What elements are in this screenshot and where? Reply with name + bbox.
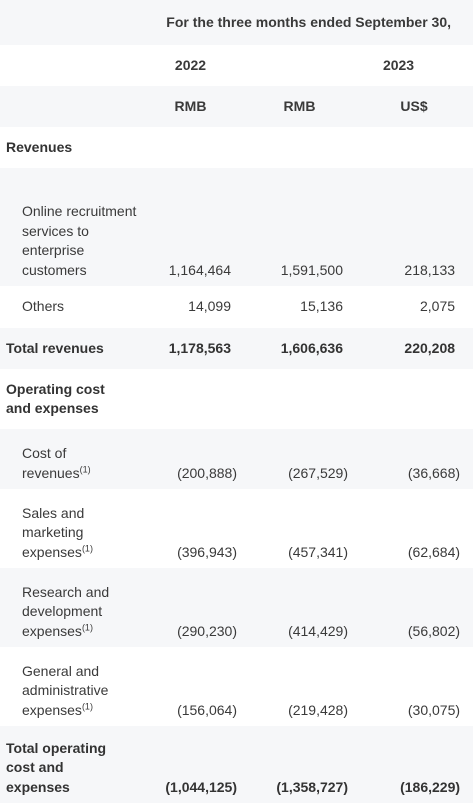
value-2023-rmb: (267,529) [244, 429, 355, 489]
table-row: Cost of revenues(1) (200,888) (267,529) … [0, 429, 473, 489]
value-2023-usd: 2,075 [419, 298, 456, 315]
value-2022: (290,230) [137, 568, 244, 647]
row-label-total-opex: Total operating cost and expenses [6, 739, 107, 795]
total-row: Total revenues 1,178,563 1,606,636 220,2… [0, 328, 473, 369]
value-2023-usd: (62,684) [407, 543, 461, 560]
value-2022: (200,888) [137, 429, 244, 489]
row-label-general-administrative: General and administrative expenses [22, 662, 109, 718]
value-2022: (1,044,125) [137, 726, 244, 803]
value-2023-rmb: (219,428) [288, 701, 348, 718]
row-label-research-development: Research and development expenses [22, 583, 110, 639]
period-header: For the three months ended September 30, [137, 0, 473, 45]
value-2022: 14,099 [188, 298, 231, 315]
section-row-opex: Operating cost and expenses [0, 369, 473, 429]
currency-header-2022: RMB [137, 86, 244, 127]
value-2022: (396,943) [177, 543, 237, 560]
footnote-marker: (1) [81, 700, 93, 711]
table-row: Research and development expenses(1) (29… [0, 568, 473, 647]
value-2023-rmb: (1,358,727) [244, 726, 355, 803]
value-2023-rmb: (414,429) [244, 568, 355, 647]
header-row-period: For the three months ended September 30, [0, 0, 473, 45]
row-label-others: Others [22, 298, 65, 315]
value-2023-rmb: (457,341) [288, 543, 348, 560]
value-2023-usd: (36,668) [355, 429, 473, 489]
value-2022: 1,164,464 [137, 168, 244, 286]
value-2023-rmb: 15,136 [300, 298, 343, 315]
footnote-marker: (1) [81, 621, 93, 632]
row-label-sales-marketing: Sales and marketing expenses [22, 504, 85, 560]
section-row-revenues: Revenues [0, 127, 473, 168]
header-row-years: 2022 2023 [0, 45, 473, 86]
value-2023-usd: (186,229) [355, 726, 473, 803]
value-2023-usd: (56,802) [355, 568, 473, 647]
table-row: General and administrative expenses(1) (… [0, 647, 473, 726]
year-2022-header: 2022 [174, 56, 207, 73]
total-row: Total operating cost and expenses (1,044… [0, 726, 473, 803]
header-row-currencies: RMB RMB US$ [0, 86, 473, 127]
revenues-heading: Revenues [6, 138, 73, 155]
opex-heading: Operating cost and expenses [6, 380, 105, 417]
row-label-online-recruitment: Online recruitment services to enterpris… [0, 168, 137, 286]
year-2023-header: 2023 [382, 56, 415, 73]
table-row: Online recruitment services to enterpris… [0, 168, 473, 286]
row-label-total-revenues: Total revenues [0, 328, 137, 369]
row-label-cost-of-revenues: Cost of revenues [22, 445, 80, 481]
value-2022: 1,178,563 [137, 328, 244, 369]
footnote-marker: (1) [79, 463, 91, 474]
value-2023-usd: 218,133 [355, 168, 473, 286]
table-row: Sales and marketing expenses(1) (396,943… [0, 489, 473, 568]
value-2022: (156,064) [177, 701, 237, 718]
currency-header-2023-usd: US$ [355, 86, 473, 127]
table-row: Others 14,099 15,136 2,075 [0, 286, 473, 328]
value-2023-usd: 220,208 [355, 328, 473, 369]
value-2023-usd: (30,075) [407, 701, 461, 718]
footnote-marker: (1) [81, 542, 93, 553]
value-2023-rmb: 1,591,500 [244, 168, 355, 286]
currency-header-2023-rmb: RMB [244, 86, 355, 127]
value-2023-rmb: 1,606,636 [244, 328, 355, 369]
